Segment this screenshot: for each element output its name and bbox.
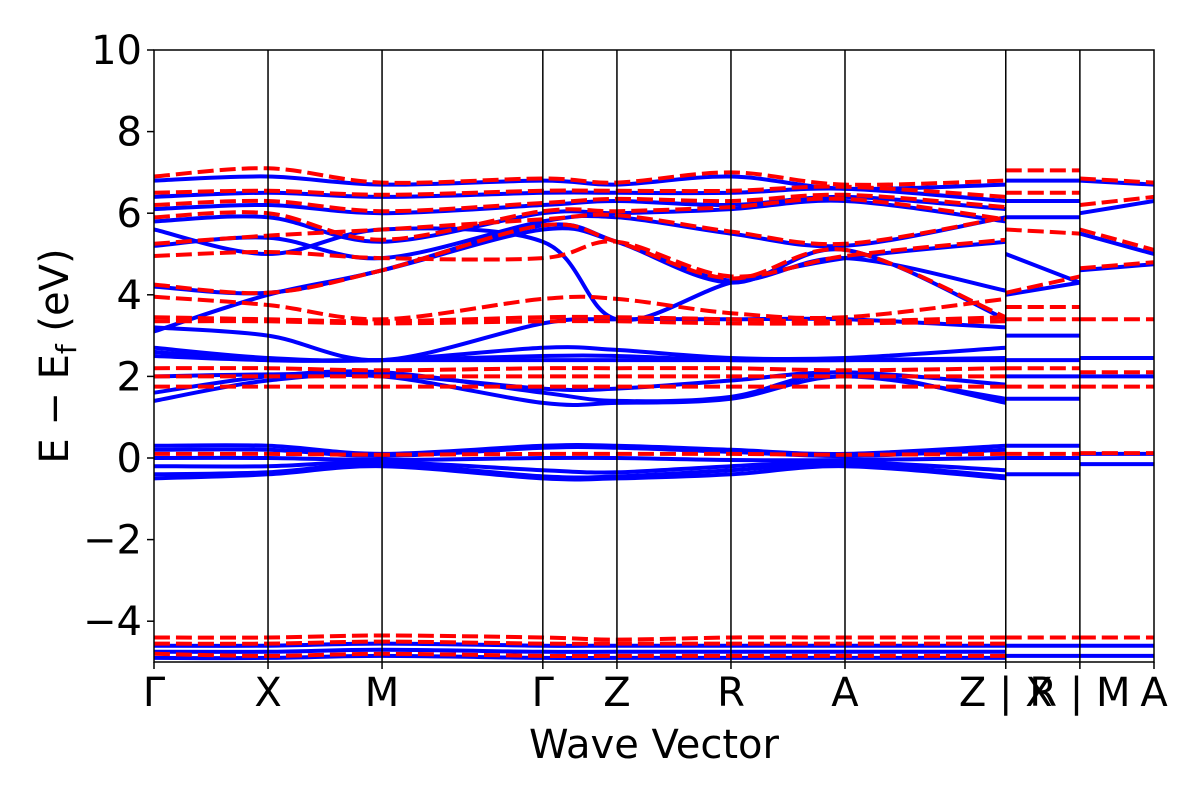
x-tick-label-4: Z <box>603 670 630 716</box>
spin-up-band-66 <box>1079 199 1154 216</box>
y-axis-label: E − Ef (eV) <box>32 248 83 463</box>
plot-frame <box>153 49 1155 663</box>
spin-up-band-7 <box>154 174 1006 191</box>
x-tick-label-1: X <box>254 670 281 716</box>
spin-down-band-75 <box>1079 176 1154 185</box>
y-axis-label-subscript: f <box>50 343 83 354</box>
spin-up-band-44 <box>1005 252 1081 285</box>
y-tick-label-2: 0 <box>117 436 142 482</box>
spin-up-band-22 <box>154 647 1006 654</box>
y-tick-label-5: 6 <box>117 191 142 237</box>
spin-up-band-17 <box>154 455 1006 463</box>
x-tick-label-2: M <box>365 670 400 716</box>
y-tick-label-3: 2 <box>117 354 142 400</box>
kpoint-lines <box>267 50 1081 662</box>
y-tick-label-1: −2 <box>83 518 142 564</box>
x-tick-label-3: Γ <box>532 670 555 716</box>
x-tick-label-8: R | M <box>1029 670 1130 716</box>
spin-down-band-31 <box>154 237 1007 279</box>
spin-down-band-78 <box>1079 260 1154 271</box>
spin-down-band-40 <box>154 651 1006 659</box>
spin-up-band-67 <box>1079 231 1154 256</box>
x-tick-label-7: Z | X <box>959 670 1053 716</box>
spin-up-band-65 <box>1079 178 1154 187</box>
y-axis-label-unit: (eV) <box>32 248 78 344</box>
spin-up-band-45 <box>1005 280 1081 297</box>
spin-down-band-33 <box>154 196 1007 242</box>
x-tick-label-0: Γ <box>143 670 166 716</box>
band-lines <box>154 166 1154 661</box>
y-axis-label-main: E − E <box>32 354 78 464</box>
x-axis-label: Wave Vector <box>529 722 780 768</box>
spin-down-band-77 <box>1079 227 1154 252</box>
y-tick-label-7: 10 <box>91 28 142 74</box>
spin-down-band-38 <box>154 633 1006 642</box>
spin-down-band-27 <box>154 366 1006 373</box>
y-axis-ticks: −4 −2 0 2 4 6 8 10 <box>83 28 154 645</box>
y-tick-label-0: −4 <box>83 599 142 645</box>
y-tick-label-4: 4 <box>117 273 142 319</box>
x-tick-label-9: A <box>1140 670 1168 716</box>
x-tick-label-6: A <box>831 670 859 716</box>
spin-down-band-58 <box>1005 274 1081 295</box>
x-tick-label-5: R <box>717 670 745 716</box>
spin-down-band-57 <box>1005 227 1081 236</box>
spin-down-band-76 <box>1079 194 1154 207</box>
y-tick-label-6: 8 <box>117 110 142 156</box>
spin-down-band-39 <box>154 639 1006 646</box>
